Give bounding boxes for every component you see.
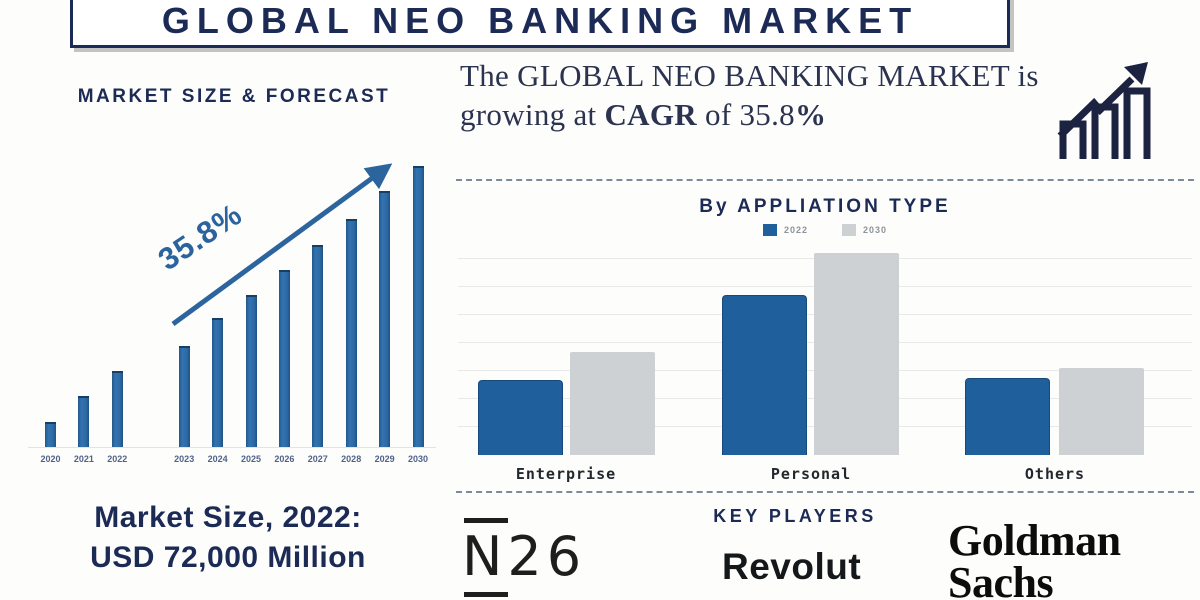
cagr-annotation: 35.8%	[151, 196, 249, 278]
goldman-line1: Goldman	[948, 516, 1121, 565]
forecast-bar-2020	[45, 421, 56, 447]
category-label-personal: Personal	[770, 465, 852, 483]
application-type-chart: Enterprise Personal Others	[458, 245, 1192, 483]
forecast-bar-2021	[78, 396, 90, 447]
forecast-year-label-2026: 2026	[274, 454, 295, 464]
forecast-year-label-2021: 2021	[73, 454, 94, 464]
bar-2030-enterprise	[570, 351, 655, 455]
forecast-bar-2025	[245, 295, 257, 447]
cagr-bold: CAGR	[604, 97, 697, 132]
bar-growth-icon	[1057, 62, 1151, 159]
bar-2030-others	[1059, 368, 1144, 455]
category-label-enterprise: Enterprise	[515, 465, 617, 483]
legend-item-2022: 2022	[762, 224, 808, 236]
forecast-year-label-2027: 2027	[307, 454, 328, 464]
legend-label-2022: 2022	[783, 225, 808, 235]
goldman-sachs-logo: Goldman Sachs	[948, 516, 1121, 600]
legend-swatch-2022	[762, 224, 777, 236]
cagr-paragraph-text: The GLOBAL NEO BANKING MARKET is growing…	[460, 58, 1039, 132]
n26-logo-overline	[464, 518, 508, 523]
forecast-year-label-2029: 2029	[374, 454, 395, 464]
key-players-heading: KEY PLAYERS	[713, 506, 877, 526]
page-title: GLOBAL NEO BANKING MARKET	[161, 0, 919, 41]
legend-label-2030: 2030	[863, 225, 888, 235]
forecast-year-label-2025: 2025	[240, 454, 262, 464]
n26-logo: N26	[462, 518, 612, 597]
n26-logo-text: N26	[462, 525, 587, 588]
market-size-line1: Market Size, 2022:	[94, 501, 362, 534]
divider-dashed-top	[456, 179, 1194, 181]
forecast-bar-2030	[412, 166, 424, 447]
forecast-bar-2027	[312, 244, 324, 447]
market-size-forecast-chart: 35.8% 2020 2021 2022 2023 2024 2025 2026 2027 20…	[28, 160, 436, 464]
title-banner: GLOBAL NEO BANKING MARKET	[70, 0, 1010, 48]
cagr-paragraph-text2: of 35.8	[696, 97, 795, 132]
forecast-bar-2028	[345, 219, 357, 447]
forecast-year-label-2020: 2020	[40, 454, 61, 464]
legend-swatch-2030	[842, 224, 856, 236]
application-type-heading: By APPLIATION TYPE	[699, 196, 951, 217]
n26-logo-underline	[464, 592, 508, 597]
market-size-forecast-heading: MARKET SIZE & FORECAST	[77, 86, 391, 107]
forecast-bar-2026	[278, 269, 290, 447]
application-chart-legend: 2022 2030	[458, 224, 1192, 236]
forecast-bar-2024	[212, 317, 224, 447]
forecast-year-label-2022: 2022	[107, 454, 128, 464]
forecast-bar-2029	[379, 191, 391, 447]
category-label-others: Others	[1024, 465, 1086, 483]
market-size-callout: Market Size, 2022: USD 72,000 Million	[18, 498, 438, 578]
forecast-year-label-2023: 2023	[174, 454, 195, 464]
forecast-bar-2023	[178, 345, 190, 447]
forecast-year-label-2028: 2028	[341, 454, 362, 464]
percent-bold: %	[794, 97, 827, 132]
bar-2022-others	[965, 378, 1050, 455]
legend-item-2030: 2030	[842, 224, 887, 236]
bar-2022-personal	[722, 295, 807, 455]
revolut-logo: Revolut	[722, 546, 862, 587]
divider-dashed-bottom	[456, 491, 1194, 493]
bar-2030-personal	[814, 253, 899, 455]
bar-2022-enterprise	[478, 380, 563, 455]
forecast-bar-2022	[111, 371, 123, 447]
market-size-line2: USD 72,000 Million	[90, 541, 366, 574]
goldman-line2: Sachs	[948, 558, 1054, 600]
forecast-year-label-2024: 2024	[207, 454, 228, 464]
forecast-year-label-2030: 2030	[407, 454, 429, 464]
cagr-paragraph: The GLOBAL NEO BANKING MARKET is growing…	[460, 56, 1060, 134]
